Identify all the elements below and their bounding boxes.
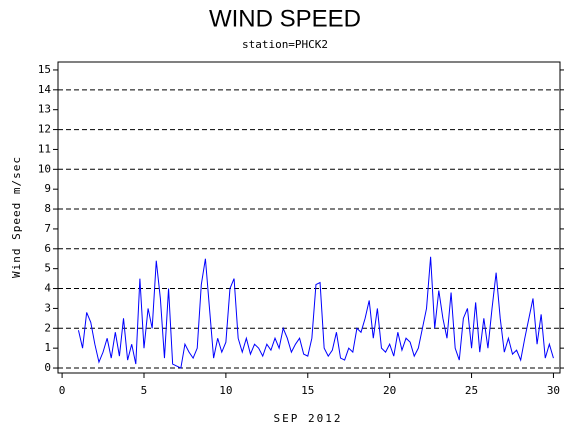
x-tick-label: 5 [141,384,148,397]
y-tick-label: 8 [44,202,51,215]
y-tick-label: 5 [44,262,51,275]
x-tick-label: 20 [383,384,396,397]
y-tick-label: 6 [44,242,51,255]
y-tick-label: 2 [44,321,51,334]
y-tick-label: 13 [38,103,51,116]
chart-subtitle: station=PHCK2 [242,38,328,51]
x-tick-label: 15 [301,384,314,397]
data-line [77,256,554,369]
y-tick-label: 12 [38,123,51,136]
y-tick-label: 10 [38,162,51,175]
y-tick-label: 14 [38,83,52,96]
y-tick-label: 11 [38,142,51,155]
y-tick-label: 7 [44,222,51,235]
y-tick-label: 3 [44,301,51,314]
y-tick-label: 9 [44,182,51,195]
x-tick-label: 10 [219,384,232,397]
x-axis-label: SEP 2012 [274,412,343,425]
y-axis-label: Wind Speed m/sec [10,156,23,278]
y-tick-label: 15 [38,63,51,76]
x-tick-label: 0 [59,384,66,397]
chart-title: WIND SPEED [209,5,361,32]
x-tick-label: 25 [465,384,478,397]
plot-frame [57,61,561,374]
y-tick-label: 0 [44,361,51,374]
y-tick-label: 1 [44,341,51,354]
x-tick-label: 30 [547,384,560,397]
y-tick-label: 4 [44,282,51,295]
